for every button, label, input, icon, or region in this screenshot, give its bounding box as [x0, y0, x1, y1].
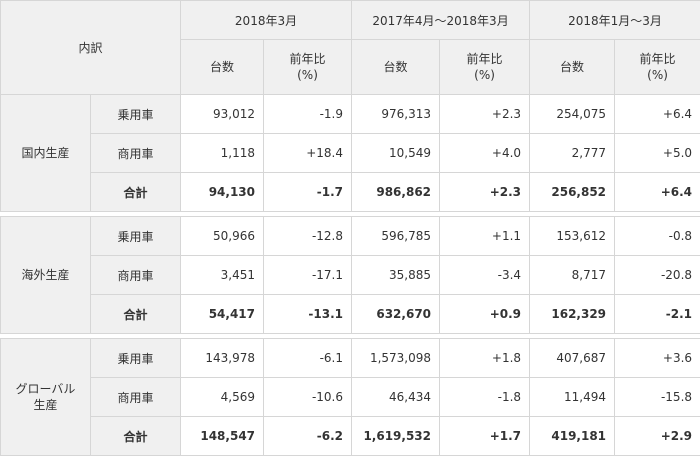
table-row: グローバル生産 乗用車 143,978 -6.1 1,573,098 +1.8 …: [1, 339, 700, 378]
table-row-total: 合計 148,547 -6.2 1,619,532 +1.7 419,181 +…: [1, 417, 700, 456]
breakdown-header: 内訳: [1, 1, 181, 95]
cell-units: 50,966: [181, 217, 264, 256]
cell-yoy: +1.8: [440, 339, 530, 378]
cell-yoy: -3.4: [440, 256, 530, 295]
cell-yoy: +2.9: [615, 417, 700, 456]
cell-yoy: -10.6: [264, 378, 352, 417]
cell-units: 10,549: [352, 134, 440, 173]
cell-units: 143,978: [181, 339, 264, 378]
cell-yoy: -20.8: [615, 256, 700, 295]
cell-units: 2,777: [530, 134, 615, 173]
cell-units: 93,012: [181, 95, 264, 134]
cell-yoy: +6.4: [615, 95, 700, 134]
row-label: 合計: [91, 417, 181, 456]
table-row-total: 合計 54,417 -13.1 632,670 +0.9 162,329 -2.…: [1, 295, 700, 334]
cell-yoy: -1.8: [440, 378, 530, 417]
cell-units: 632,670: [352, 295, 440, 334]
cell-units: 407,687: [530, 339, 615, 378]
cell-units: 1,118: [181, 134, 264, 173]
row-label: 乗用車: [91, 217, 181, 256]
cell-yoy: -15.8: [615, 378, 700, 417]
row-label: 商用車: [91, 378, 181, 417]
cell-yoy: -13.1: [264, 295, 352, 334]
row-label: 乗用車: [91, 95, 181, 134]
cell-units: 4,569: [181, 378, 264, 417]
cell-units: 148,547: [181, 417, 264, 456]
cell-units: 54,417: [181, 295, 264, 334]
cell-units: 46,434: [352, 378, 440, 417]
cell-yoy: +3.6: [615, 339, 700, 378]
yoy-header: 前年比(%): [440, 40, 530, 95]
cell-yoy: -2.1: [615, 295, 700, 334]
row-label: 商用車: [91, 134, 181, 173]
row-label: 合計: [91, 173, 181, 212]
cell-units: 153,612: [530, 217, 615, 256]
period-header-fiscal-year: 2017年4月～2018年3月: [352, 1, 530, 40]
yoy-header: 前年比(%): [615, 40, 700, 95]
cell-yoy: -12.8: [264, 217, 352, 256]
cell-yoy: +5.0: [615, 134, 700, 173]
row-label: 合計: [91, 295, 181, 334]
cell-yoy: +2.3: [440, 173, 530, 212]
cell-units: 1,619,532: [352, 417, 440, 456]
cell-yoy: -6.2: [264, 417, 352, 456]
cell-yoy: -1.9: [264, 95, 352, 134]
section-label-global: グローバル生産: [1, 339, 91, 456]
cell-units: 162,329: [530, 295, 615, 334]
yoy-header: 前年比(%): [264, 40, 352, 95]
table-row: 商用車 3,451 -17.1 35,885 -3.4 8,717 -20.8: [1, 256, 700, 295]
table-row: 国内生産 乗用車 93,012 -1.9 976,313 +2.3 254,07…: [1, 95, 700, 134]
cell-yoy: +4.0: [440, 134, 530, 173]
cell-yoy: -0.8: [615, 217, 700, 256]
cell-units: 986,862: [352, 173, 440, 212]
cell-units: 8,717: [530, 256, 615, 295]
cell-yoy: +1.7: [440, 417, 530, 456]
cell-yoy: +6.4: [615, 173, 700, 212]
cell-yoy: -1.7: [264, 173, 352, 212]
cell-units: 11,494: [530, 378, 615, 417]
cell-units: 35,885: [352, 256, 440, 295]
table-row: 商用車 4,569 -10.6 46,434 -1.8 11,494 -15.8: [1, 378, 700, 417]
units-header: 台数: [181, 40, 264, 95]
cell-units: 254,075: [530, 95, 615, 134]
table-row: 海外生産 乗用車 50,966 -12.8 596,785 +1.1 153,6…: [1, 217, 700, 256]
cell-yoy: +18.4: [264, 134, 352, 173]
cell-units: 94,130: [181, 173, 264, 212]
row-label: 商用車: [91, 256, 181, 295]
period-header-quarter: 2018年1月～3月: [530, 1, 700, 40]
section-label-overseas: 海外生産: [1, 217, 91, 334]
period-header-month: 2018年3月: [181, 1, 352, 40]
cell-yoy: -6.1: [264, 339, 352, 378]
cell-units: 3,451: [181, 256, 264, 295]
cell-units: 976,313: [352, 95, 440, 134]
table-row-total: 合計 94,130 -1.7 986,862 +2.3 256,852 +6.4: [1, 173, 700, 212]
cell-units: 1,573,098: [352, 339, 440, 378]
cell-yoy: +1.1: [440, 217, 530, 256]
section-label-domestic: 国内生産: [1, 95, 91, 212]
cell-yoy: +0.9: [440, 295, 530, 334]
cell-units: 419,181: [530, 417, 615, 456]
units-header: 台数: [530, 40, 615, 95]
row-label: 乗用車: [91, 339, 181, 378]
cell-yoy: -17.1: [264, 256, 352, 295]
cell-yoy: +2.3: [440, 95, 530, 134]
cell-units: 596,785: [352, 217, 440, 256]
units-header: 台数: [352, 40, 440, 95]
cell-units: 256,852: [530, 173, 615, 212]
table-row: 商用車 1,118 +18.4 10,549 +4.0 2,777 +5.0: [1, 134, 700, 173]
